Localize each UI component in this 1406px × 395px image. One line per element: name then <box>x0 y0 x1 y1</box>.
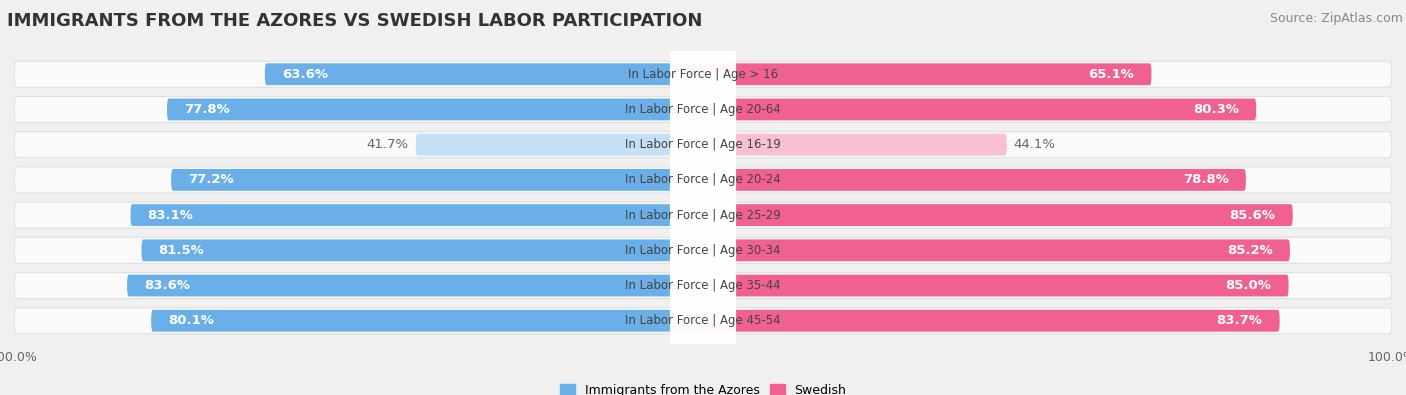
Text: 78.8%: 78.8% <box>1182 173 1229 186</box>
FancyBboxPatch shape <box>172 169 703 191</box>
FancyBboxPatch shape <box>142 239 703 261</box>
Text: 80.3%: 80.3% <box>1194 103 1239 116</box>
FancyBboxPatch shape <box>703 169 1246 191</box>
Text: 65.1%: 65.1% <box>1088 68 1135 81</box>
FancyBboxPatch shape <box>703 134 1007 156</box>
FancyBboxPatch shape <box>14 237 1392 263</box>
Text: In Labor Force | Age 25-29: In Labor Force | Age 25-29 <box>626 209 780 222</box>
FancyBboxPatch shape <box>14 96 1392 122</box>
FancyBboxPatch shape <box>669 283 737 358</box>
Text: IMMIGRANTS FROM THE AZORES VS SWEDISH LABOR PARTICIPATION: IMMIGRANTS FROM THE AZORES VS SWEDISH LA… <box>7 12 703 30</box>
FancyBboxPatch shape <box>669 178 737 252</box>
Text: In Labor Force | Age 20-64: In Labor Force | Age 20-64 <box>626 103 780 116</box>
Text: 83.6%: 83.6% <box>145 279 190 292</box>
Text: 77.8%: 77.8% <box>184 103 231 116</box>
FancyBboxPatch shape <box>669 37 737 112</box>
FancyBboxPatch shape <box>669 248 737 323</box>
Text: 81.5%: 81.5% <box>159 244 204 257</box>
FancyBboxPatch shape <box>127 275 703 297</box>
FancyBboxPatch shape <box>703 239 1289 261</box>
Text: In Labor Force | Age 35-44: In Labor Force | Age 35-44 <box>626 279 780 292</box>
Text: In Labor Force | Age 30-34: In Labor Force | Age 30-34 <box>626 244 780 257</box>
Text: 85.0%: 85.0% <box>1226 279 1271 292</box>
FancyBboxPatch shape <box>669 107 737 182</box>
FancyBboxPatch shape <box>264 63 703 85</box>
FancyBboxPatch shape <box>14 202 1392 228</box>
FancyBboxPatch shape <box>669 213 737 288</box>
Text: In Labor Force | Age 45-54: In Labor Force | Age 45-54 <box>626 314 780 327</box>
FancyBboxPatch shape <box>14 61 1392 87</box>
FancyBboxPatch shape <box>703 63 1152 85</box>
Text: 85.6%: 85.6% <box>1230 209 1275 222</box>
Legend: Immigrants from the Azores, Swedish: Immigrants from the Azores, Swedish <box>554 379 852 395</box>
Text: Source: ZipAtlas.com: Source: ZipAtlas.com <box>1270 12 1403 25</box>
FancyBboxPatch shape <box>703 310 1279 332</box>
FancyBboxPatch shape <box>152 310 703 332</box>
FancyBboxPatch shape <box>131 204 703 226</box>
FancyBboxPatch shape <box>703 98 1256 120</box>
FancyBboxPatch shape <box>14 167 1392 193</box>
Text: 80.1%: 80.1% <box>169 314 214 327</box>
Text: In Labor Force | Age 20-24: In Labor Force | Age 20-24 <box>626 173 780 186</box>
FancyBboxPatch shape <box>14 132 1392 158</box>
FancyBboxPatch shape <box>14 308 1392 334</box>
FancyBboxPatch shape <box>703 275 1289 297</box>
FancyBboxPatch shape <box>416 134 703 156</box>
Text: 85.2%: 85.2% <box>1227 244 1272 257</box>
FancyBboxPatch shape <box>703 204 1292 226</box>
Text: 63.6%: 63.6% <box>283 68 328 81</box>
Text: In Labor Force | Age 16-19: In Labor Force | Age 16-19 <box>626 138 780 151</box>
FancyBboxPatch shape <box>167 98 703 120</box>
Text: In Labor Force | Age > 16: In Labor Force | Age > 16 <box>628 68 778 81</box>
Text: 44.1%: 44.1% <box>1014 138 1056 151</box>
FancyBboxPatch shape <box>669 143 737 217</box>
Text: 77.2%: 77.2% <box>188 173 233 186</box>
FancyBboxPatch shape <box>669 72 737 147</box>
Text: 83.7%: 83.7% <box>1216 314 1263 327</box>
Text: 41.7%: 41.7% <box>367 138 409 151</box>
FancyBboxPatch shape <box>14 273 1392 299</box>
Text: 83.1%: 83.1% <box>148 209 194 222</box>
